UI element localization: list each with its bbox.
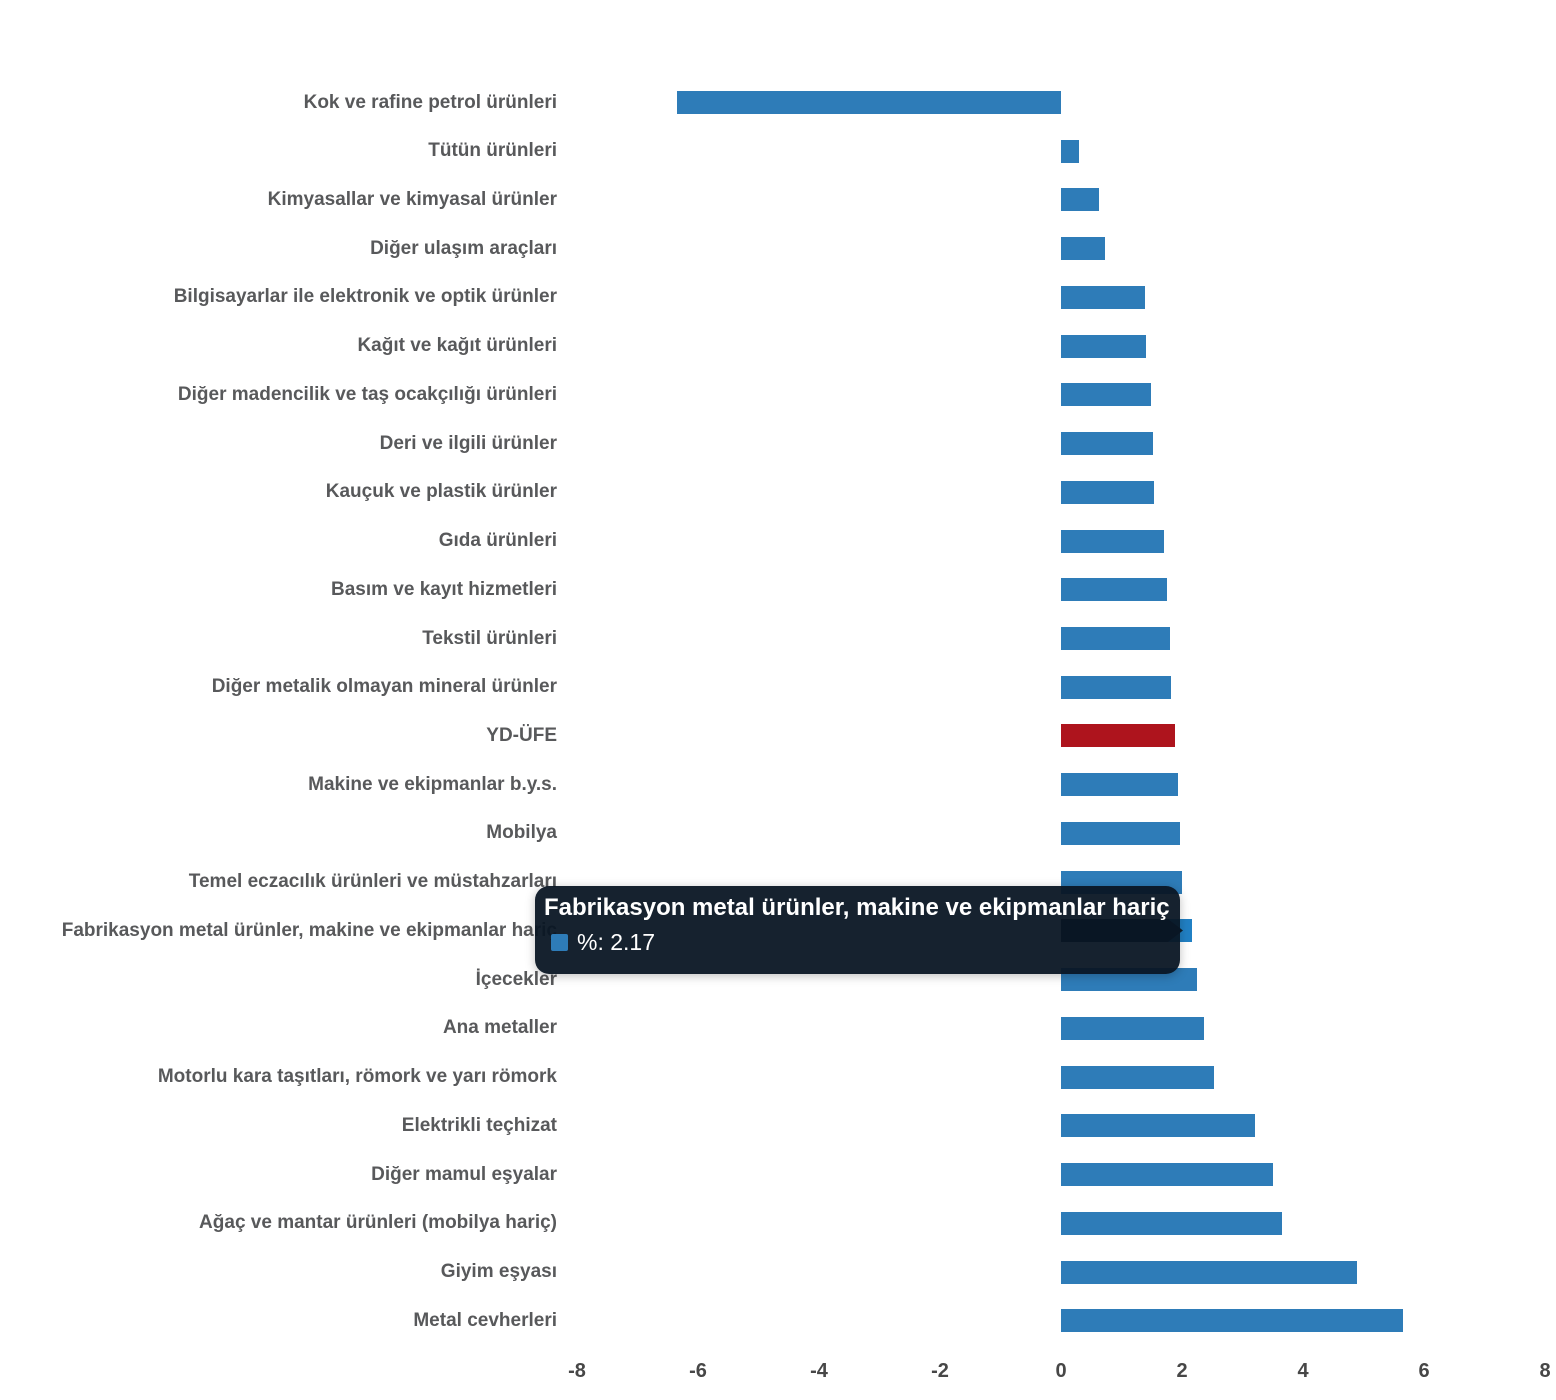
category-label: Gıda ürünleri	[438, 530, 557, 551]
category-label: Motorlu kara taşıtları, römork ve yarı r…	[157, 1066, 557, 1087]
bar[interactable]	[1061, 773, 1178, 796]
bar[interactable]	[1061, 188, 1099, 211]
bar[interactable]	[1061, 822, 1180, 845]
category-label: Ana metaller	[442, 1017, 557, 1038]
category-label: Basım ve kayıt hizmetleri	[331, 579, 557, 600]
bar[interactable]	[1061, 627, 1170, 650]
x-axis-tick-label: -2	[931, 1360, 949, 1382]
bar-yd-ufe[interactable]	[1061, 724, 1175, 747]
bar[interactable]	[677, 91, 1061, 114]
x-axis-tick-label: -4	[810, 1360, 828, 1382]
bar[interactable]	[1061, 286, 1145, 309]
bar[interactable]	[1061, 481, 1154, 504]
category-label: Fabrikasyon metal ürünler, makine ve eki…	[61, 920, 557, 941]
category-label: Ağaç ve mantar ürünleri (mobilya hariç)	[199, 1212, 557, 1233]
category-label: Diğer metalik olmayan mineral ürünler	[211, 676, 557, 697]
tooltip-title: Fabrikasyon metal ürünler, makine ve eki…	[544, 894, 1170, 921]
x-axis-tick-label: 6	[1418, 1360, 1430, 1382]
x-axis-tick-label: 8	[1539, 1360, 1551, 1382]
category-label: Giyim eşyası	[440, 1261, 557, 1282]
category-label: Kağıt ve kağıt ürünleri	[357, 335, 557, 356]
category-label: Deri ve ilgili ürünler	[379, 433, 557, 454]
bar[interactable]	[1061, 140, 1079, 163]
x-axis-tick-label: -8	[568, 1360, 586, 1382]
tooltip: Fabrikasyon metal ürünler, makine ve eki…	[535, 886, 1180, 974]
x-axis-tick-label: 4	[1297, 1360, 1309, 1382]
x-axis-tick-label: 0	[1055, 1360, 1067, 1382]
category-label: Diğer ulaşım araçları	[370, 238, 557, 259]
category-label: Tekstil ürünleri	[422, 628, 557, 649]
category-label: YD-ÜFE	[486, 725, 557, 746]
x-axis-tick-label: 2	[1176, 1360, 1188, 1382]
bar[interactable]	[1061, 237, 1105, 260]
category-label: İçecekler	[475, 969, 557, 990]
tooltip-value-row: %: 2.17	[551, 929, 1168, 955]
category-label: Diğer mamul eşyalar	[371, 1164, 557, 1185]
category-label: Mobilya	[486, 822, 557, 843]
bar[interactable]	[1061, 1017, 1204, 1040]
bar[interactable]	[1061, 530, 1164, 553]
category-label: Bilgisayarlar ile elektronik ve optik ür…	[173, 286, 557, 307]
bar[interactable]	[1061, 578, 1167, 601]
bar[interactable]	[1061, 1066, 1214, 1089]
category-label: Makine ve ekipmanlar b.y.s.	[308, 774, 557, 795]
category-label: Metal cevherleri	[413, 1310, 557, 1331]
category-label: Tütün ürünleri	[428, 140, 557, 161]
category-label: Diğer madencilik ve taş ocakçılığı ürünl…	[177, 384, 557, 405]
category-label: Temel eczacılık ürünleri ve müstahzarlar…	[188, 871, 557, 892]
x-axis-tick-label: -6	[689, 1360, 707, 1382]
bar[interactable]	[1061, 676, 1171, 699]
bar[interactable]	[1061, 1261, 1357, 1284]
category-label: Elektrikli teçhizat	[401, 1115, 557, 1136]
category-label: Kimyasallar ve kimyasal ürünler	[267, 189, 557, 210]
bar[interactable]	[1061, 335, 1146, 358]
bar[interactable]	[1061, 432, 1153, 455]
bar[interactable]	[1061, 1114, 1255, 1137]
bar[interactable]	[1061, 383, 1151, 406]
tooltip-series-swatch-icon	[551, 933, 568, 951]
category-label: Kauçuk ve plastik ürünler	[325, 481, 557, 502]
bar[interactable]	[1061, 1212, 1282, 1235]
bar[interactable]	[1061, 1309, 1403, 1332]
tooltip-value: %: 2.17	[577, 929, 655, 955]
bar[interactable]	[1061, 1163, 1273, 1186]
category-label: Kok ve rafine petrol ürünleri	[303, 92, 557, 113]
